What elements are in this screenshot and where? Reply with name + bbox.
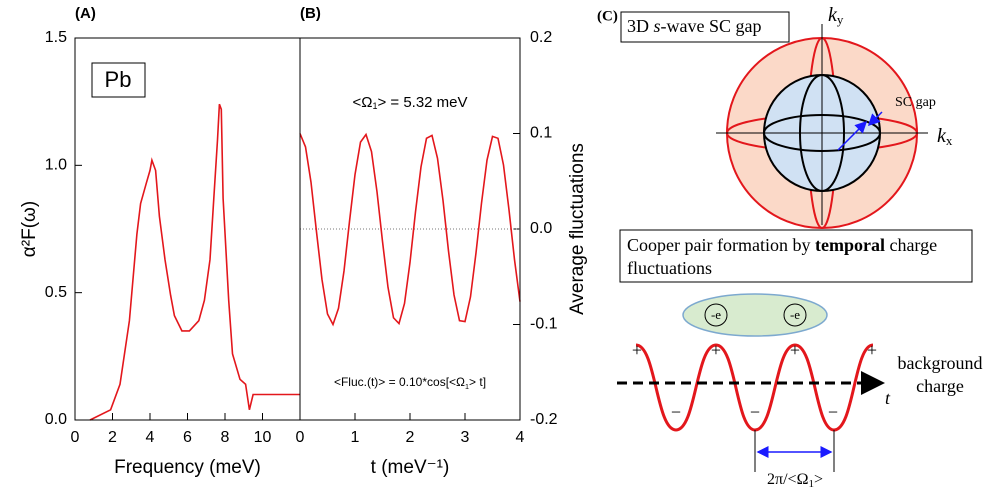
plus-sign: +: [867, 340, 877, 360]
legend-box: [91, 62, 146, 98]
period-label: 2π/<Ω1>: [767, 471, 823, 490]
text: charge: [885, 235, 937, 255]
x-tick-label: 4: [146, 429, 155, 446]
y-axis-label: Average fluctuations: [567, 143, 588, 315]
text: <Fluc.(t)> = 0.10*cos[<Ω: [334, 375, 465, 389]
data-line: [89, 103, 300, 421]
y-axis-label: α²F(ω): [19, 201, 40, 257]
text: y: [837, 12, 844, 27]
text: 1: [808, 478, 814, 490]
x-axis-label: Frequency (meV): [114, 457, 261, 478]
panel-c: (C) 3D s-wave SC gap SC gap ky kx Cooper…: [597, 4, 982, 490]
text: <Ω: [352, 94, 372, 111]
t-label: t: [885, 388, 891, 408]
caption: Cooper pair formation by temporal charge: [627, 235, 937, 255]
caption: fluctuations: [627, 258, 712, 278]
x-tick-label: 1: [351, 429, 360, 446]
text: > = 5.32 meV: [377, 94, 467, 111]
radius-arrow: [837, 120, 868, 151]
panel-label: (B): [300, 5, 321, 22]
kx-label: kx: [937, 125, 953, 148]
electron: [704, 303, 728, 327]
text: 1: [372, 101, 377, 111]
x-tick-label: 2: [108, 429, 117, 446]
y-tick-label: 0.1: [530, 125, 552, 142]
plus-sign: +: [711, 340, 721, 360]
text: temporal: [815, 235, 885, 255]
plus-sign: +: [790, 340, 800, 360]
caption-box: [619, 229, 973, 283]
text: Cooper pair formation by: [627, 235, 815, 255]
data-line: [299, 132, 521, 327]
plus-sign: +: [632, 340, 642, 360]
gap-arrow: [867, 111, 883, 127]
x-tick-label: 2: [406, 429, 415, 446]
x-tick-label: 3: [461, 429, 470, 446]
y-tick-label: 0.2: [530, 29, 552, 46]
y-tick-label: 0.0: [530, 220, 552, 237]
text: 2π/<Ω: [767, 471, 809, 488]
background-label: charge: [916, 376, 964, 396]
text: 3D: [627, 16, 654, 36]
y-tick-label: 0.5: [45, 284, 67, 301]
title-box: [620, 11, 790, 43]
plot-frame: [299, 37, 521, 421]
text: >: [814, 471, 823, 488]
x-tick-label: 4: [516, 429, 525, 446]
ky-label: ky: [828, 4, 844, 27]
x-tick-label: 0: [71, 429, 80, 446]
y-tick-label: 1.0: [45, 157, 67, 174]
text: -wave SC gap: [661, 16, 762, 36]
text: k: [937, 125, 947, 147]
electron-label: -e: [790, 307, 800, 322]
text: x: [946, 133, 953, 148]
annotation: <Ω1> = 5.32 meV: [352, 94, 467, 111]
x-tick-label: 6: [183, 429, 192, 446]
minus-sign: −: [828, 402, 838, 422]
x-tick-label: 8: [221, 429, 230, 446]
minus-sign: −: [750, 402, 760, 422]
electron-label: -e: [711, 307, 721, 322]
y-tick-label: -0.2: [530, 411, 558, 428]
text: > t]: [469, 375, 486, 389]
y-tick-label: 1.5: [45, 29, 67, 46]
y-tick-label: 0.0: [45, 411, 67, 428]
x-tick-label: 10: [254, 429, 272, 446]
gap-title: 3D s-wave SC gap: [627, 16, 762, 36]
panel-label: (A): [75, 5, 96, 22]
text: s: [654, 16, 661, 36]
gap-label: SC gap: [895, 95, 936, 110]
annotation: <Fluc.(t)> = 0.10*cos[<Ω1> t]: [334, 375, 486, 391]
x-tick-label: 0: [296, 429, 305, 446]
legend-label: Pb: [105, 67, 132, 92]
background-label: background: [898, 353, 983, 373]
panel-label: (C): [597, 8, 618, 24]
text: k: [828, 4, 838, 26]
y-tick-label: -0.1: [530, 316, 558, 333]
electron: [783, 303, 807, 327]
text: 1: [465, 382, 469, 391]
x-axis-label: t (meV⁻¹): [371, 457, 450, 478]
minus-sign: −: [671, 402, 681, 422]
